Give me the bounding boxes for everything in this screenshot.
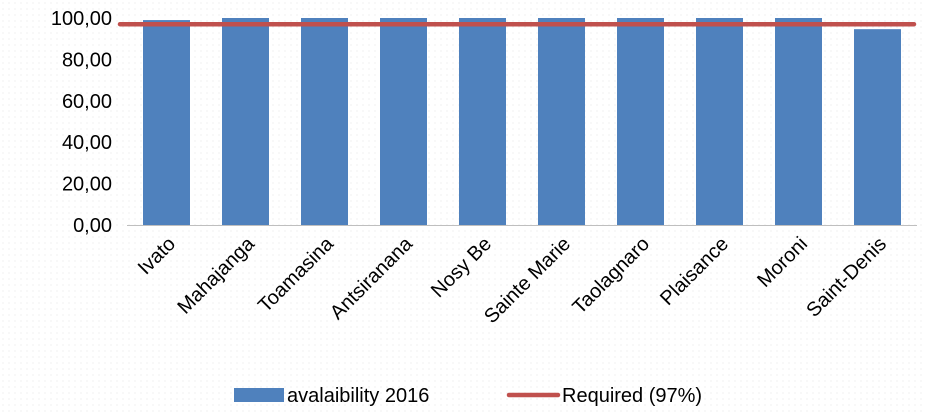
bar-antsiranana <box>380 18 427 225</box>
y-tick-label: 80,00 <box>62 49 112 71</box>
y-tick-label: 40,00 <box>62 132 112 154</box>
bar-nosy-be <box>459 18 506 225</box>
bar-sainte-marie <box>538 18 585 225</box>
bar-saint-denis <box>854 29 901 226</box>
y-tick-label: 60,00 <box>62 91 112 113</box>
legend-label-line: Required (97%) <box>562 385 702 407</box>
bar-mahajanga <box>222 18 269 225</box>
bar-ivato <box>143 20 190 225</box>
legend-swatch-bar <box>234 388 284 402</box>
bar-toamasina <box>301 18 348 225</box>
y-tick-label: 20,00 <box>62 174 112 196</box>
bar-plaisance <box>696 18 743 225</box>
legend-label-bar: avalaibility 2016 <box>287 385 429 407</box>
legend: avalaibility 2016 Required (97%) <box>234 385 702 407</box>
bar-taolagnaro <box>617 18 664 225</box>
bar-moroni <box>775 18 822 225</box>
y-tick-label: 100,00 <box>51 8 112 30</box>
y-tick-label: 0,00 <box>73 215 112 237</box>
